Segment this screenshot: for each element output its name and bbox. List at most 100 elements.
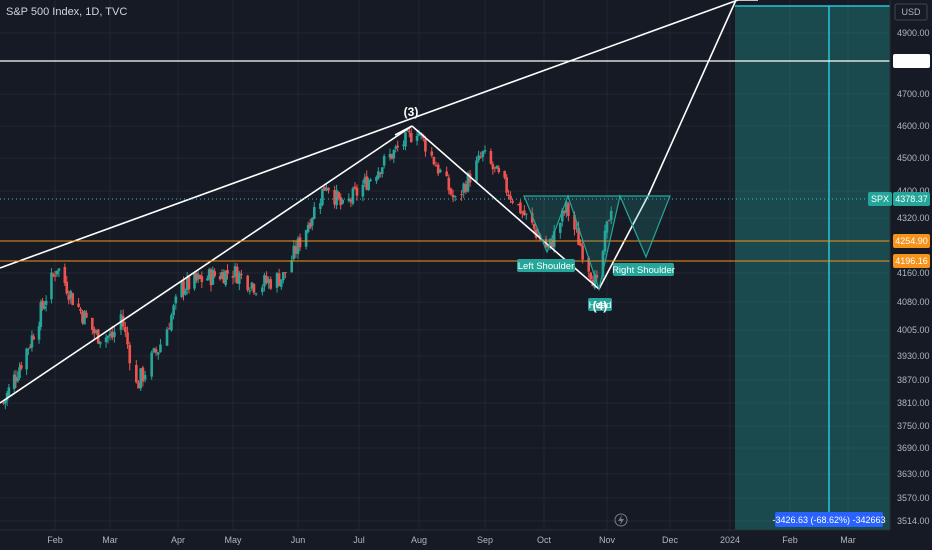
candle-body: [41, 300, 44, 308]
candle-body: [505, 177, 508, 193]
candle-body: [323, 186, 326, 191]
candle-body: [351, 188, 355, 204]
tag-4254-text: 4254.90: [895, 236, 928, 246]
x-tick-label: 2024: [720, 535, 740, 545]
candle-body: [143, 375, 147, 380]
chart-annotations: (3) Left Shoulder Right Shoulder Head(4): [404, 105, 675, 313]
candle-body: [587, 257, 591, 272]
candle-body: [196, 274, 200, 280]
candle-body: [296, 238, 300, 255]
candle-body: [263, 275, 266, 287]
y-tick-label: 4500.00: [897, 153, 930, 163]
candle-body: [267, 279, 270, 284]
x-tick-label: Sep: [477, 535, 493, 545]
candle-body: [126, 332, 129, 345]
candle-body: [445, 171, 448, 177]
candle-body: [135, 364, 138, 383]
candle-body: [269, 279, 273, 289]
head-label: Head: [589, 300, 612, 311]
right-shoulder-label: Right Shoulder: [612, 265, 675, 276]
y-tick-label: 3930.00: [897, 351, 930, 361]
tag-4196-bg: [893, 254, 930, 268]
y-tick-label: 4700.00: [897, 89, 930, 99]
candle-body: [479, 156, 483, 158]
candle-body: [156, 352, 160, 355]
candle-body: [312, 207, 316, 219]
price-tags: 4810.38 4378.37 SPX 4254.90 4196.16 -3426.63 …: [772, 54, 930, 527]
candle-body: [106, 335, 110, 338]
candle-body: [581, 245, 584, 260]
y-tick-label: 3570.00: [897, 493, 930, 503]
candle-body: [565, 201, 568, 213]
chart-grid: [0, 0, 890, 530]
candle-body: [209, 269, 213, 286]
candle-body: [28, 347, 32, 349]
candle-body: [438, 169, 442, 173]
candle-body: [495, 165, 499, 169]
currency-label: USD: [901, 7, 921, 17]
candle-body: [493, 167, 497, 169]
candle-body: [167, 328, 171, 330]
candle-body: [275, 273, 279, 288]
y-tick-label: 3750.00: [897, 421, 930, 431]
candle-body: [83, 310, 86, 325]
candle-body: [121, 316, 125, 327]
lightning-icon[interactable]: [614, 513, 628, 527]
x-tick-label: Jun: [291, 535, 306, 545]
tag-4196-text: 4196.16: [895, 256, 928, 266]
candle-body: [491, 164, 495, 170]
candle-body: [306, 224, 310, 232]
candle-body: [466, 173, 470, 192]
candle-body: [509, 195, 512, 200]
x-tick-label: Dec: [662, 535, 679, 545]
y-tick-label: 3630.00: [897, 469, 930, 479]
candle-body: [224, 270, 227, 285]
y-tick-label: 4160.00: [897, 268, 930, 278]
y-tick-label: 4400.00: [897, 186, 930, 196]
candle-body: [415, 135, 419, 141]
candle-body: [375, 176, 378, 181]
x-tick-label: Jul: [353, 535, 365, 545]
x-tick-label: Aug: [411, 535, 427, 545]
candle-body: [108, 333, 112, 336]
candle-body: [525, 213, 528, 215]
candle-body: [174, 296, 178, 304]
candle-body: [558, 222, 562, 233]
candle-body: [365, 176, 369, 190]
candle-body: [325, 187, 328, 191]
candle-body: [434, 165, 438, 167]
candle-body: [231, 275, 235, 278]
candle-body: [575, 227, 578, 229]
candle-body: [321, 188, 324, 206]
candle-body: [333, 190, 336, 205]
candle-body: [298, 237, 302, 248]
candle-body: [532, 223, 536, 229]
candle-body: [65, 281, 69, 294]
y-tick-label: 4900.00: [897, 28, 930, 38]
candle-body: [451, 194, 455, 198]
candle-body: [390, 154, 394, 159]
candle-body: [92, 328, 96, 334]
tag-4254-bg: [893, 234, 930, 248]
candle-body: [128, 344, 132, 364]
candle-body: [523, 210, 526, 216]
candle-body: [25, 348, 28, 370]
measure-zone: [735, 5, 890, 530]
candle-body: [292, 245, 296, 259]
candle-body: [284, 272, 287, 274]
candle-body: [483, 150, 487, 152]
candle-body: [453, 196, 457, 198]
candle-body: [226, 270, 229, 274]
candle-body: [32, 336, 36, 340]
candle-body: [265, 276, 268, 283]
currency-badge[interactable]: [894, 3, 928, 21]
measure-label: -3426.63 (-68.62%) -342663: [772, 515, 885, 525]
candle-body: [184, 290, 187, 295]
head-and-shoulders-pattern: [523, 194, 671, 292]
candle-body: [577, 227, 580, 245]
spx-tag-bg: [868, 192, 892, 206]
candle-body: [595, 274, 599, 278]
time-axis-panel[interactable]: [0, 530, 932, 550]
candle-body: [207, 269, 211, 280]
